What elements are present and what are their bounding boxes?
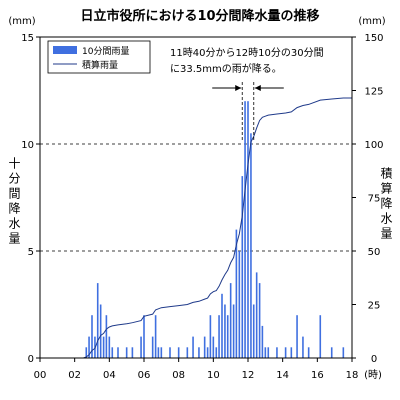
bar <box>160 347 163 358</box>
cumulative-line <box>40 97 352 359</box>
legend-bar-swatch <box>53 46 77 54</box>
bar <box>215 347 218 358</box>
x-tick-label: 00 <box>34 370 47 381</box>
bar <box>111 347 114 358</box>
bar <box>125 347 128 358</box>
bar <box>186 347 189 358</box>
bar <box>177 347 180 358</box>
bar <box>117 347 119 358</box>
arrow-right-head <box>254 85 261 91</box>
bar <box>244 101 246 358</box>
x-tick-label: 14 <box>276 370 289 381</box>
x-tick-label: 12 <box>242 370 255 381</box>
chart-title: 日立市役所における10分間降水量の推移 <box>80 8 319 24</box>
left-tick-label: 15 <box>21 33 34 44</box>
right-tick-label: 50 <box>368 247 381 258</box>
x-tick-label: 18 <box>346 370 359 381</box>
annotation-text-line-2: に33.5mmの雨が降る。 <box>170 62 282 75</box>
bar <box>102 336 105 358</box>
annotation-text-line-1: 11時40分から12時10分の30分間 <box>170 47 324 59</box>
bar <box>151 336 154 358</box>
bar-series <box>85 101 345 358</box>
bar <box>206 347 209 358</box>
arrow-left-head <box>235 85 242 91</box>
bar <box>330 347 333 358</box>
bar <box>252 304 255 358</box>
x-tick-label: 06 <box>138 370 151 381</box>
bar <box>169 347 171 358</box>
right-tick-label: 100 <box>364 140 383 151</box>
bar <box>284 347 287 358</box>
bar <box>143 315 145 358</box>
left-axis-unit: (mm) <box>8 16 35 27</box>
x-tick-label: 16 <box>311 370 324 381</box>
bar <box>221 293 223 358</box>
plot-frame <box>39 36 353 359</box>
bar <box>88 336 90 358</box>
bar <box>131 347 134 358</box>
legend: 10分間雨量 積算雨量 <box>47 40 151 74</box>
bar <box>105 315 108 358</box>
bar <box>302 336 304 358</box>
bar <box>96 283 99 358</box>
left-axis-label: 十分間降水量 <box>7 157 21 247</box>
bar <box>250 133 252 358</box>
annotation: 11時40分から12時10分の30分間 に33.5mmの雨が降る。 <box>170 47 324 140</box>
bar <box>238 251 241 358</box>
line-series <box>40 97 352 359</box>
bar <box>91 315 93 358</box>
x-tick-label: 10 <box>207 370 220 381</box>
right-tick-label: 125 <box>364 87 383 98</box>
bar <box>296 315 298 358</box>
bar <box>212 336 215 358</box>
bar <box>247 101 249 358</box>
bar <box>198 347 200 358</box>
bar <box>276 347 278 358</box>
bar <box>319 315 322 358</box>
bar <box>157 347 160 358</box>
bar <box>307 347 310 358</box>
left-tick-label: 5 <box>28 247 34 258</box>
bar <box>226 315 229 358</box>
bar <box>85 347 88 358</box>
bar <box>258 283 261 358</box>
bar <box>264 347 267 358</box>
left-tick-label: 10 <box>21 140 34 151</box>
bar <box>99 304 102 358</box>
right-tick-label: 25 <box>368 301 381 312</box>
bar <box>154 315 157 358</box>
left-tick-label: 0 <box>28 354 34 365</box>
right-tick-label: 75 <box>368 194 381 205</box>
right-tick-label: 150 <box>364 33 383 44</box>
bar <box>209 315 212 358</box>
x-tick-label: 02 <box>68 370 81 381</box>
x-axis-unit: (時) <box>364 369 382 381</box>
bar <box>203 336 206 358</box>
bar <box>232 304 235 358</box>
legend-bar-label: 10分間雨量 <box>82 46 129 57</box>
bar <box>342 347 345 358</box>
legend-line-label: 積算雨量 <box>82 59 118 71</box>
bar <box>261 325 264 358</box>
bar <box>140 336 142 358</box>
bar <box>192 336 194 358</box>
x-tick-label: 08 <box>172 370 185 381</box>
right-axis-label: 積算降水量 <box>379 166 393 242</box>
right-axis-unit: (mm) <box>358 16 385 27</box>
bar <box>108 336 111 358</box>
x-tick-label: 04 <box>103 370 116 381</box>
bar <box>255 272 258 358</box>
right-tick-label: 0 <box>371 354 377 365</box>
bar <box>290 347 293 358</box>
bar <box>235 229 238 358</box>
bar <box>218 315 220 358</box>
bar <box>224 304 226 358</box>
bar <box>241 176 244 358</box>
bar <box>267 347 270 358</box>
bar <box>229 283 232 358</box>
gridlines <box>40 143 352 252</box>
